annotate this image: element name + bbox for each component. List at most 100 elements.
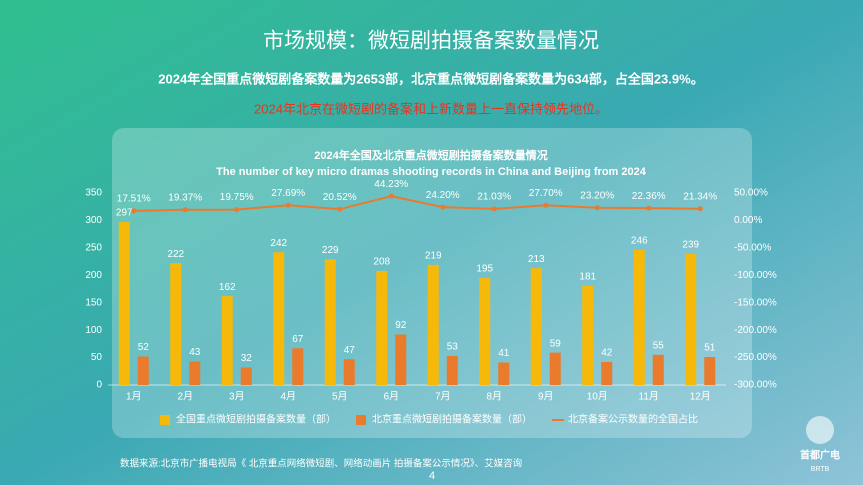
line-label: 21.34% bbox=[683, 191, 717, 202]
x-tick-label: 6月 bbox=[383, 391, 399, 403]
line-label: 44.23% bbox=[374, 179, 408, 190]
x-tick-label: 1月 bbox=[126, 391, 142, 403]
line-label: 23.20% bbox=[580, 190, 614, 201]
line-point bbox=[337, 206, 343, 212]
bar bbox=[292, 348, 304, 385]
chart: 0 50 100 150 200 250 300 350 -300.00% -250.00% -20… bbox=[85, 179, 777, 426]
line-label: 20.52% bbox=[323, 192, 357, 203]
bar-label: 239 bbox=[682, 240, 699, 251]
bar bbox=[118, 222, 130, 385]
bar-label: 43 bbox=[189, 347, 201, 358]
bar bbox=[685, 253, 697, 385]
logo-name: 首都广电 bbox=[800, 449, 840, 462]
line-point bbox=[543, 202, 549, 208]
logo-icon bbox=[806, 416, 834, 444]
bar-label: 67 bbox=[292, 334, 304, 345]
bar-label: 195 bbox=[476, 264, 493, 275]
y2-tick-label: -100.00% bbox=[734, 270, 777, 281]
bar-label: 51 bbox=[704, 343, 716, 354]
line-label: 19.75% bbox=[220, 192, 254, 203]
legend-label: 全国重点微短剧拍摄备案数量（部） bbox=[176, 413, 336, 426]
bar bbox=[446, 355, 458, 385]
line-label: 22.36% bbox=[632, 191, 666, 202]
bar bbox=[376, 270, 388, 385]
bar-label: 213 bbox=[528, 254, 545, 265]
y-tick-label: 250 bbox=[85, 242, 102, 253]
bar bbox=[549, 352, 561, 385]
x-tick-label: 5月 bbox=[332, 391, 348, 403]
y2-tick-label: 50.00% bbox=[734, 188, 768, 199]
bar bbox=[530, 268, 542, 385]
y-tick-label: 300 bbox=[85, 215, 102, 226]
bar bbox=[170, 263, 182, 385]
line-point bbox=[491, 206, 497, 212]
line-point bbox=[440, 204, 446, 210]
page-number: 4 bbox=[429, 470, 435, 482]
legend-label: 北京备案公示数量的全国占比 bbox=[568, 413, 698, 426]
bar-label: 92 bbox=[395, 320, 407, 331]
y-tick-label: 50 bbox=[91, 352, 103, 363]
bar bbox=[324, 259, 336, 385]
y2-tick-label: -150.00% bbox=[734, 297, 777, 308]
bar bbox=[652, 354, 664, 385]
x-tick-label: 12月 bbox=[690, 391, 711, 403]
bar bbox=[273, 252, 285, 385]
line-point bbox=[131, 208, 137, 214]
bar-label: 181 bbox=[579, 271, 596, 282]
x-tick-label: 8月 bbox=[486, 391, 502, 403]
y-tick-label: 0 bbox=[96, 380, 102, 391]
line-point bbox=[594, 205, 600, 211]
bar bbox=[343, 359, 355, 385]
bar-label: 208 bbox=[373, 257, 390, 268]
bar bbox=[221, 296, 233, 385]
y2-tick-label: -300.00% bbox=[734, 380, 777, 391]
legend-swatch bbox=[160, 415, 170, 425]
y2-tick-label: 0.00% bbox=[734, 215, 762, 226]
bar bbox=[704, 357, 716, 385]
legend-swatch bbox=[356, 415, 366, 425]
x-tick-label: 10月 bbox=[587, 391, 608, 403]
bar bbox=[498, 362, 510, 385]
line-label: 27.70% bbox=[529, 188, 563, 199]
bar-label: 229 bbox=[322, 245, 339, 256]
bar-label: 59 bbox=[550, 338, 562, 349]
x-tick-label: 2月 bbox=[177, 391, 193, 403]
bar-label: 52 bbox=[138, 342, 150, 353]
bar-label: 42 bbox=[601, 348, 613, 359]
bar bbox=[601, 361, 613, 385]
bar bbox=[137, 356, 149, 385]
line-point bbox=[234, 207, 240, 213]
bar bbox=[240, 367, 252, 385]
bar bbox=[427, 264, 439, 385]
line-label: 27.69% bbox=[271, 188, 305, 199]
bar bbox=[395, 334, 407, 385]
x-tick-label: 11月 bbox=[639, 391, 659, 403]
x-tick-label: 9月 bbox=[538, 391, 554, 403]
y-tick-label: 350 bbox=[85, 188, 102, 199]
line-point bbox=[646, 205, 652, 211]
bar-label: 47 bbox=[344, 345, 356, 356]
chart-title: 2024年全国及北京重点微短剧拍摄备案数量情况 bbox=[314, 148, 547, 162]
line-label: 17.51% bbox=[117, 193, 151, 204]
line-label: 24.20% bbox=[426, 190, 460, 201]
y-tick-label: 100 bbox=[85, 325, 102, 336]
y2-tick-label: -200.00% bbox=[734, 325, 777, 336]
highlight: 2024年北京在微短剧的备案和上新数量上一直保持领先地位。 bbox=[254, 101, 608, 116]
line-point bbox=[285, 202, 291, 208]
x-tick-label: 3月 bbox=[229, 391, 245, 403]
line bbox=[133, 195, 701, 212]
bar-label: 222 bbox=[167, 249, 184, 260]
bar-label: 32 bbox=[241, 353, 253, 364]
line-label: 19.37% bbox=[168, 192, 202, 203]
bar-label: 242 bbox=[270, 238, 287, 249]
bar bbox=[633, 250, 645, 385]
bar-label: 219 bbox=[425, 251, 442, 262]
bar-label: 55 bbox=[653, 340, 665, 351]
y-tick-label: 150 bbox=[85, 297, 102, 308]
y2-tick-label: -50.00% bbox=[734, 242, 771, 253]
bar bbox=[479, 278, 491, 385]
bar-label: 246 bbox=[631, 236, 648, 247]
bar-label: 41 bbox=[498, 348, 510, 359]
logo-abbr: BRTB bbox=[811, 466, 830, 473]
